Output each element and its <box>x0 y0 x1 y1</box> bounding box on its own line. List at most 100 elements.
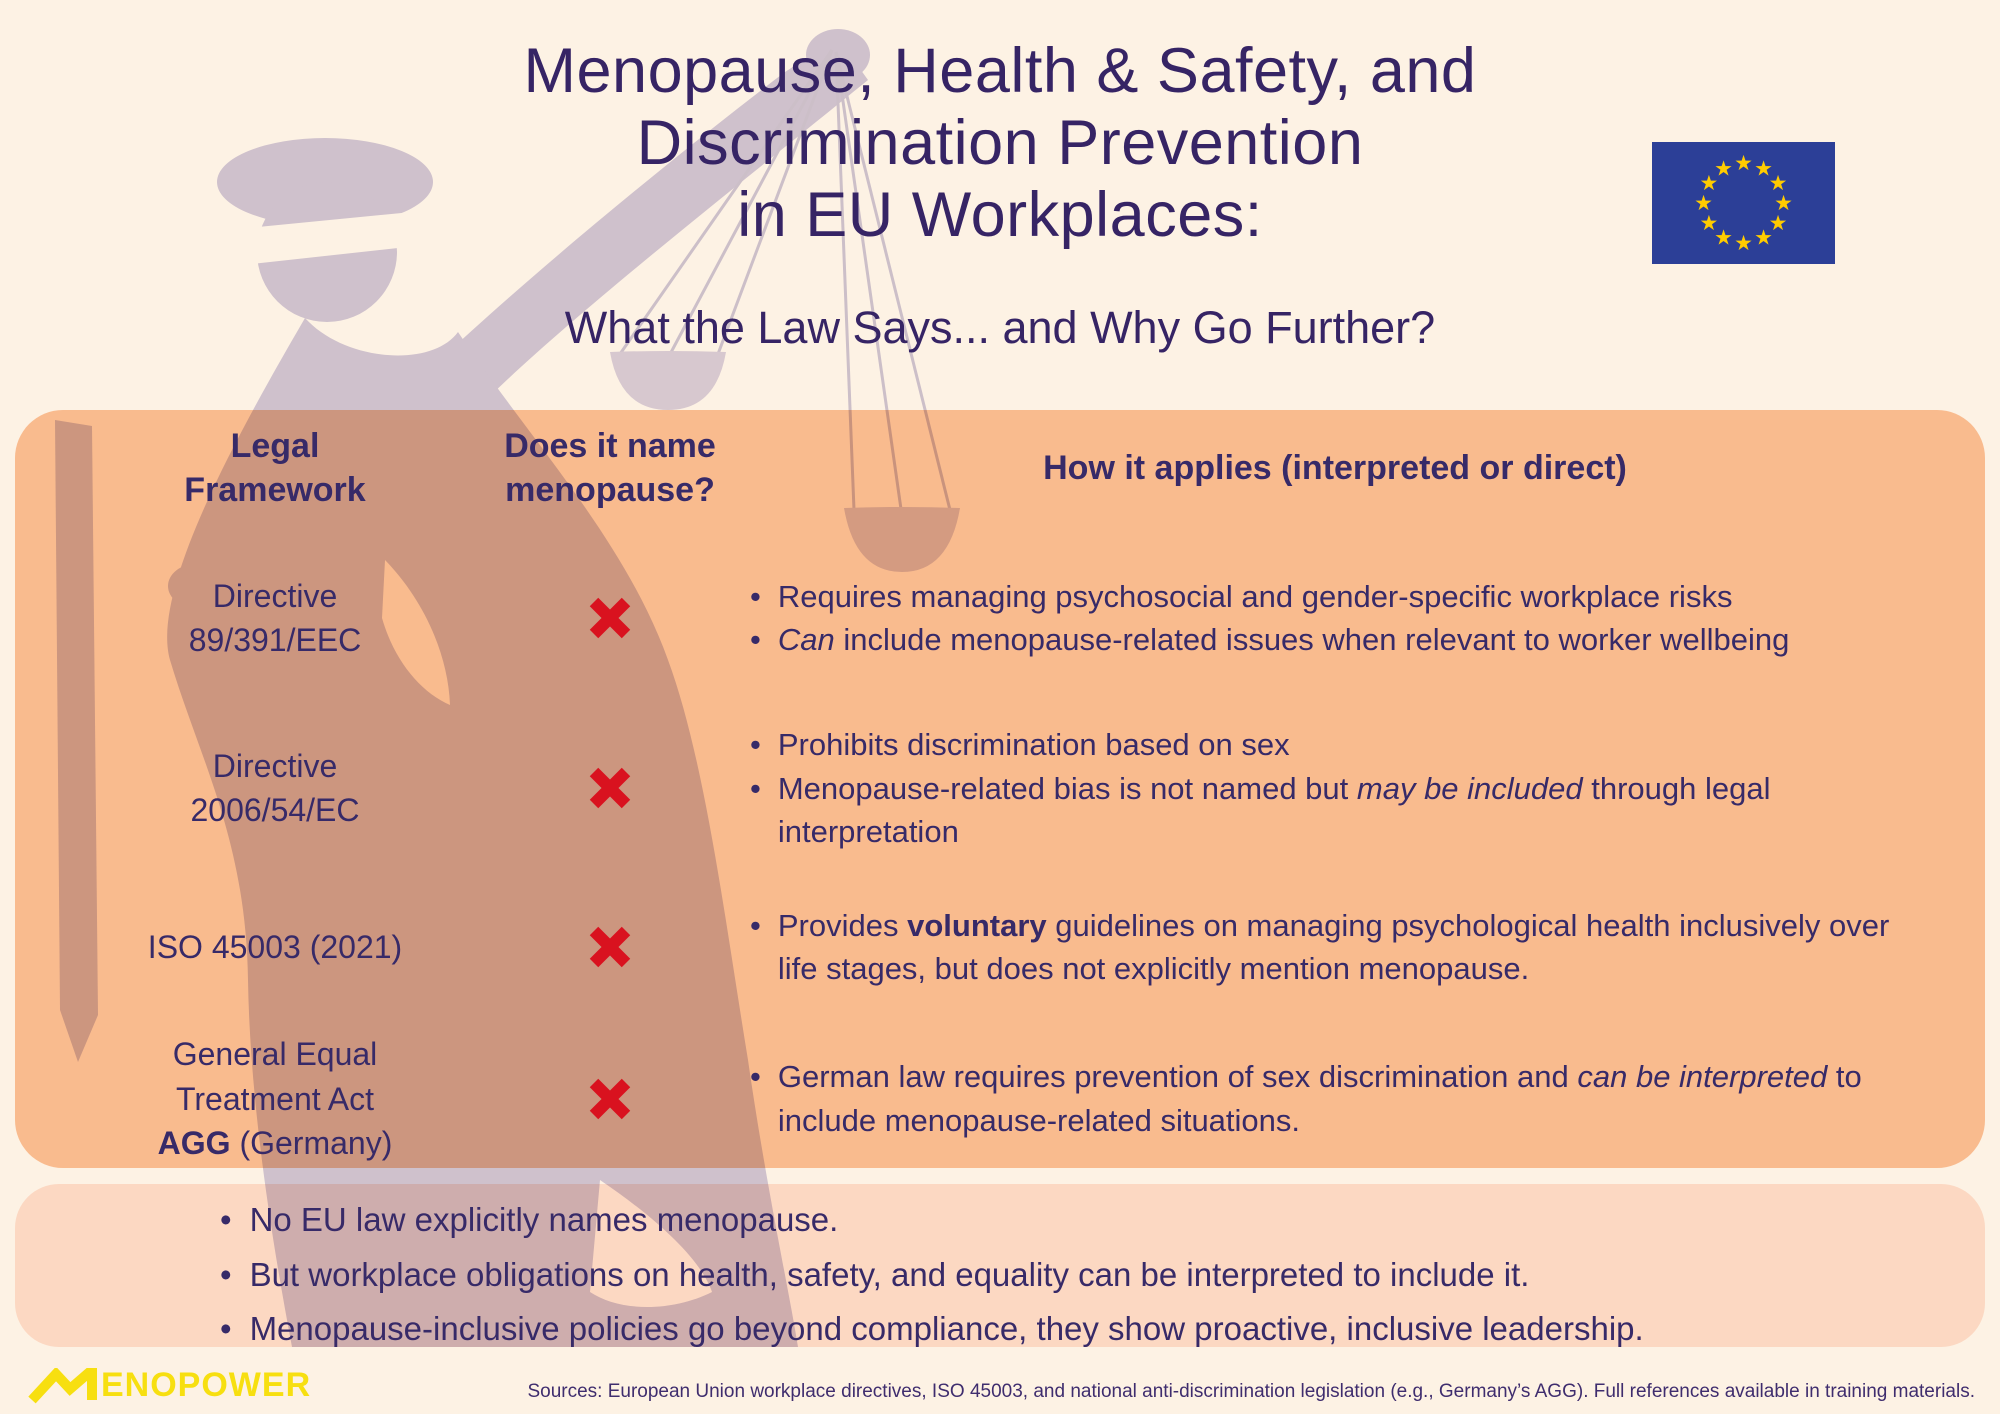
text-segment: Provides <box>777 907 908 943</box>
page-subtitle: What the Law Says... and Why Go Further? <box>564 302 1436 353</box>
names-menopause-cell <box>490 920 730 974</box>
title-line-1: Menopause, Health & Safety, and <box>523 36 1477 106</box>
law-table: Legal Framework Does it name menopause? … <box>15 424 1985 1165</box>
how-it-applies-cell: • Provides voluntary guidelines on managi… <box>730 904 1940 991</box>
names-menopause-cell <box>490 1072 730 1126</box>
eu-flag-icon: ★ ★ ★★ ★★ ★★ ★★ ★★ <box>1652 142 1835 264</box>
summary-bullet: • But workplace obligations on health, sa… <box>220 1253 1945 1297</box>
bullet-marker: • <box>750 770 761 806</box>
framework-label: Directive 89/391/EEC <box>60 574 490 662</box>
header-how-it-applies: How it applies (interpreted or direct) <box>1043 449 1627 488</box>
bullet-marker: • <box>750 578 761 614</box>
svg-text:★: ★ <box>1774 191 1793 215</box>
table-header-row: Legal Framework Does it name menopause? … <box>60 424 1940 512</box>
framework-label: Directive 2006/54/EC <box>60 744 490 832</box>
bullet-marker: • <box>750 907 761 943</box>
svg-text:★: ★ <box>1769 211 1788 235</box>
text-segment: voluntary <box>907 907 1047 943</box>
how-it-applies-cell: • Prohibits discrimination based on sex • M… <box>730 723 1940 853</box>
summary-bullet-text: But workplace obligations on health, saf… <box>249 1255 1530 1293</box>
svg-text:★: ★ <box>1734 151 1753 175</box>
names-menopause-cell <box>490 761 730 815</box>
logo-m-zigzag-icon <box>28 1367 97 1403</box>
framework-line: General Equal <box>60 1032 490 1076</box>
framework-line: 2006/54/EC <box>60 788 490 832</box>
red-x-icon <box>589 927 631 968</box>
svg-text:★: ★ <box>1754 226 1773 250</box>
text-segment: may be included <box>1356 770 1583 806</box>
header-legal-framework: Legal Framework <box>184 427 366 510</box>
text-segment: through legal interpretation <box>777 770 1771 850</box>
svg-text:★: ★ <box>1694 191 1713 215</box>
text-segment: Prohibits discrimination based on sex <box>777 727 1290 763</box>
framework-line: AGG (Germany) <box>60 1121 490 1165</box>
framework-label: General Equal Treatment Act AGG (Germany) <box>60 1032 490 1164</box>
text-segment: Directive <box>212 578 338 615</box>
bullet-text: Prohibits discrimination based on sex <box>778 723 1290 766</box>
text-segment: Directive <box>212 748 338 785</box>
table-row: Directive 2006/54/EC • Prohibits discrimina… <box>60 718 1940 858</box>
text-segment: include menopause-related issues when re… <box>834 622 1790 658</box>
framework-line: Directive <box>60 744 490 788</box>
bullet-text: Requires managing psychosocial and gende… <box>778 575 1733 618</box>
summary-bullet-text: Menopause-inclusive policies go beyond c… <box>249 1310 1644 1348</box>
table-rows: Directive 89/391/EEC • Requires managing ps… <box>60 548 1940 1164</box>
table-row: General Equal Treatment Act AGG (Germany) •… <box>60 1032 1940 1164</box>
summary-bullet-text: No EU law explicitly names menopause. <box>249 1201 839 1238</box>
bullet-item: • Requires managing psychosocial and gend… <box>750 575 1930 618</box>
how-it-applies-cell: • Requires managing psychosocial and gend… <box>730 575 1940 662</box>
framework-line: Treatment Act <box>60 1077 490 1121</box>
summary-bullet: • Menopause-inclusive policies go beyond … <box>220 1307 1945 1351</box>
text-segment: Can <box>777 622 835 658</box>
summary-bullet: • No EU law explicitly names menopause. <box>220 1198 1945 1242</box>
text-segment: Menopause-related bias is not named but <box>777 770 1357 806</box>
sources-text: Sources: European Union workplace direct… <box>527 1381 1975 1402</box>
bullet-marker: • <box>220 1255 232 1293</box>
svg-text:★: ★ <box>1754 156 1773 180</box>
bullet-item: • Provides voluntary guidelines on managi… <box>750 904 1930 991</box>
svg-text:★: ★ <box>1714 156 1733 180</box>
header-names-menopause: Does it name menopause? <box>504 427 716 510</box>
text-segment: AGG <box>157 1124 231 1161</box>
bullet-item: • Prohibits discrimination based on sex <box>750 723 1930 766</box>
bullet-text: German law requires prevention of sex di… <box>778 1055 1930 1142</box>
how-it-applies-cell: • German law requires prevention of sex d… <box>730 1055 1940 1142</box>
text-segment: can be interpreted <box>1577 1059 1828 1095</box>
red-x-icon <box>589 598 631 639</box>
bullet-text: Menopause-related bias is not named but … <box>778 767 1930 854</box>
menopower-logo: ENOPOWER <box>28 1366 311 1405</box>
text-segment: guidelines on managing psychological hea… <box>777 907 1890 987</box>
text-segment: Requires managing psychosocial and gende… <box>777 578 1733 614</box>
summary-panel: • No EU law explicitly names menopause. • B… <box>15 1198 1985 1351</box>
bullet-marker: • <box>750 727 761 763</box>
text-segment: General Equal <box>172 1036 378 1073</box>
text-segment: Treatment Act <box>176 1080 374 1117</box>
table-row: Directive 89/391/EEC • Requires managing ps… <box>60 548 1940 688</box>
text-segment: ISO 45003 (2021) <box>147 929 403 966</box>
bullet-item: • Menopause-related bias is not named but… <box>750 767 1930 854</box>
text-segment: 89/391/EEC <box>188 622 362 659</box>
text-segment: German law requires prevention of sex di… <box>777 1059 1578 1095</box>
bullet-marker: • <box>750 622 761 658</box>
framework-line: Directive <box>60 574 490 618</box>
framework-label: ISO 45003 (2021) <box>60 925 490 969</box>
text-segment: (Germany) <box>230 1124 393 1161</box>
red-x-icon <box>589 768 631 809</box>
framework-line: ISO 45003 (2021) <box>60 925 490 969</box>
svg-text:★: ★ <box>1699 211 1718 235</box>
logo-text: ENOPOWER <box>101 1366 312 1404</box>
framework-line: 89/391/EEC <box>60 618 490 662</box>
bullet-marker: • <box>750 1059 761 1095</box>
svg-text:★: ★ <box>1734 231 1753 255</box>
bullet-text: Provides voluntary guidelines on managin… <box>778 904 1930 991</box>
bullet-marker: • <box>220 1310 232 1348</box>
bullet-item: • Can include menopause-related issues wh… <box>750 618 1930 661</box>
text-segment: 2006/54/EC <box>190 792 360 829</box>
table-row: ISO 45003 (2021) • Provides voluntary guid… <box>60 892 1940 1002</box>
svg-text:★: ★ <box>1699 171 1718 195</box>
text-segment: to include menopause-related situations. <box>777 1059 1862 1138</box>
bullet-item: • German law requires prevention of sex d… <box>750 1055 1930 1142</box>
red-x-icon <box>589 1078 631 1119</box>
svg-text:★: ★ <box>1714 226 1733 250</box>
